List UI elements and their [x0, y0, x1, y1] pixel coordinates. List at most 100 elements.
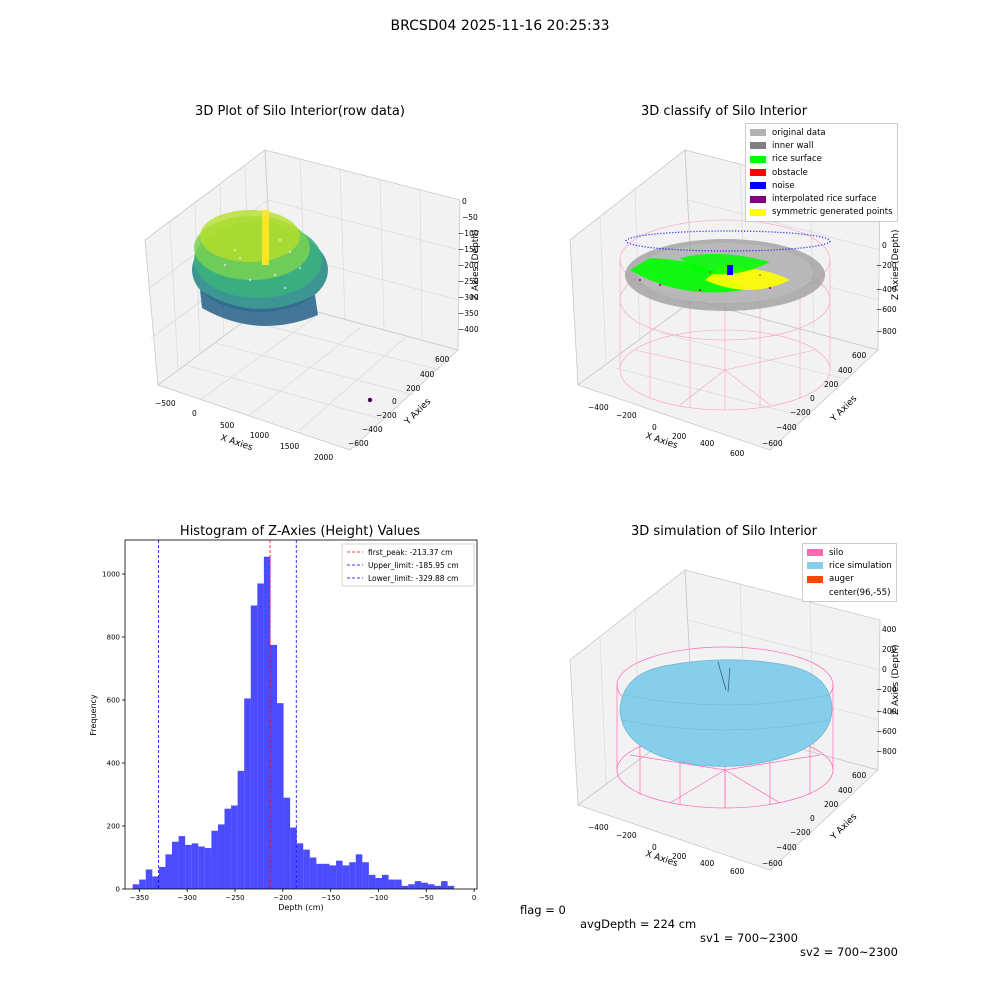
- classify-xtick: −200: [616, 411, 637, 420]
- classify-legend-item: noise: [750, 179, 893, 192]
- simulation-legend-item: auger: [807, 573, 892, 586]
- simulation-ztick: 0: [882, 665, 887, 674]
- histogram-x-tick-label: −300: [178, 894, 197, 902]
- raw-ytick: −600: [348, 439, 369, 448]
- classify-legend-swatch: [750, 182, 766, 190]
- classify-legend-label: interpolated rice surface: [772, 194, 877, 205]
- histogram-bar: [244, 698, 251, 889]
- histogram-bar: [145, 869, 153, 889]
- classify-legend-item: rice surface: [750, 153, 893, 166]
- raw-ytick: 200: [406, 384, 421, 393]
- simulation-ztick: −800: [876, 747, 897, 756]
- raw-xtick: 2000: [314, 453, 333, 462]
- classify-ytick: 600: [852, 351, 867, 360]
- histogram-bar: [204, 848, 212, 889]
- simulation-ztick: −600: [876, 727, 897, 736]
- classify-zlabel: Z Axies (Depth): [891, 229, 900, 300]
- histogram-bar: [132, 884, 140, 889]
- simulation-ytick: 0: [810, 814, 815, 823]
- raw-ytick: 0: [392, 397, 397, 406]
- classify-ytick: −600: [762, 439, 783, 448]
- avg-depth-status: avgDepth = 224 cm: [580, 917, 697, 931]
- raw-ytick: 400: [420, 370, 435, 379]
- simulation-ytick: 400: [838, 786, 853, 795]
- simulation-ytick: −400: [776, 843, 797, 852]
- histogram-y-tick-label: 400: [107, 760, 120, 768]
- simulation-legend-item: silo: [807, 546, 892, 559]
- simulation-ztick: 200: [882, 645, 897, 654]
- histogram-bar: [349, 862, 356, 889]
- histogram-bar: [277, 703, 284, 889]
- histogram-x-tick-label: −350: [130, 894, 149, 902]
- classify-legend-swatch: [750, 155, 766, 163]
- histogram-bar: [270, 644, 278, 889]
- classify-ztick: 0: [882, 241, 887, 250]
- simulation-legend-swatch: [807, 589, 823, 596]
- simulation-xtick: −400: [588, 823, 609, 832]
- histogram-bar: [211, 830, 218, 889]
- histogram-y-tick-label: 1000: [102, 571, 120, 579]
- raw-xtick: 1000: [250, 431, 269, 440]
- histogram-bar: [152, 876, 159, 889]
- simulation-legend: silo rice simulation auger center(96,-55): [802, 543, 897, 603]
- raw-ztick: −400: [458, 325, 479, 334]
- raw-xtick: 500: [220, 421, 235, 430]
- simulation-auger: [717, 661, 731, 693]
- classify-legend-swatch: [750, 169, 766, 177]
- simulation-legend-item: center(96,-55): [807, 586, 892, 599]
- simulation-legend-swatch: [807, 562, 823, 570]
- histogram-x-tick-label: 0: [472, 894, 476, 902]
- histogram-bars: [132, 556, 455, 889]
- histogram-x-ticks: −350 −300 −250 −200 −150 −100 −50 0: [130, 889, 476, 902]
- classify-legend-item: obstacle: [750, 166, 893, 179]
- classify-point-cloud: [625, 230, 831, 311]
- classify-legend-item: symmetric generated points: [750, 206, 893, 219]
- histogram-bar: [185, 844, 192, 889]
- simulation-xtick: 0: [652, 843, 657, 852]
- classify-ytick: 200: [824, 380, 839, 389]
- classify-xtick: 200: [672, 432, 687, 441]
- raw-3d-plot: −500 0 500 1000 1500 2000 600 400 200 0 …: [144, 149, 480, 462]
- classify-legend: original data inner wall rice surface obsta…: [745, 123, 898, 223]
- histogram-legend-label: first_peak: -213.37 cm: [368, 548, 452, 557]
- histogram-x-tick-label: −100: [369, 894, 388, 902]
- classify-ylabel: Y Axies: [828, 394, 859, 425]
- classify-legend-label: inner wall: [772, 140, 814, 151]
- raw-plot-title: 3D Plot of Silo Interior(row data): [195, 104, 405, 119]
- simulation-ytick: −200: [790, 828, 811, 837]
- raw-xtick: 1500: [280, 442, 299, 451]
- classify-xtick: 600: [730, 449, 745, 458]
- raw-ztick: −200: [458, 261, 479, 270]
- simulation-ztick: −200: [876, 685, 897, 694]
- simulation-legend-swatch: [807, 575, 823, 583]
- histogram-x-tick-label: −150: [321, 894, 340, 902]
- classify-legend-label: noise: [772, 180, 795, 191]
- classify-ztick: −600: [876, 305, 897, 314]
- simulation-legend-label: rice simulation: [829, 560, 892, 571]
- histogram-x-tick-label: −50: [419, 894, 434, 902]
- classify-xtick: −400: [588, 403, 609, 412]
- simulation-ytick: 600: [852, 771, 867, 780]
- histogram-bar: [381, 874, 389, 889]
- simulation-ytick: −600: [762, 859, 783, 868]
- histogram-bar: [224, 808, 232, 889]
- histogram-legend-frame: [341, 543, 475, 587]
- histogram-reference-lines: [158, 540, 297, 889]
- histogram-legend-label: Lower_limit: -329.88 cm: [368, 574, 458, 583]
- sv1-status: sv1 = 700~2300: [700, 931, 798, 945]
- simulation-xtick: −200: [616, 831, 637, 840]
- histogram-y-tick-label: 0: [116, 886, 120, 894]
- simulation-zlabel: Z Axies (Depth): [891, 644, 900, 715]
- histogram-bar: [362, 862, 369, 889]
- histogram-axes-frame: [124, 539, 478, 890]
- histogram-bar: [303, 849, 310, 889]
- classify-legend-item: interpolated rice surface: [750, 192, 893, 205]
- raw-xlabel: X Axies: [219, 433, 254, 453]
- histogram-bar: [250, 605, 258, 889]
- figure-title: BRCSD04 2025-11-16 20:25:33: [390, 18, 610, 34]
- raw-point-cloud: [192, 210, 328, 326]
- histogram-bar: [296, 843, 304, 889]
- simulation-legend-label: auger: [829, 574, 854, 585]
- simulation-legend-label: silo: [829, 547, 844, 558]
- histogram-ylabel: Frequency: [89, 694, 98, 736]
